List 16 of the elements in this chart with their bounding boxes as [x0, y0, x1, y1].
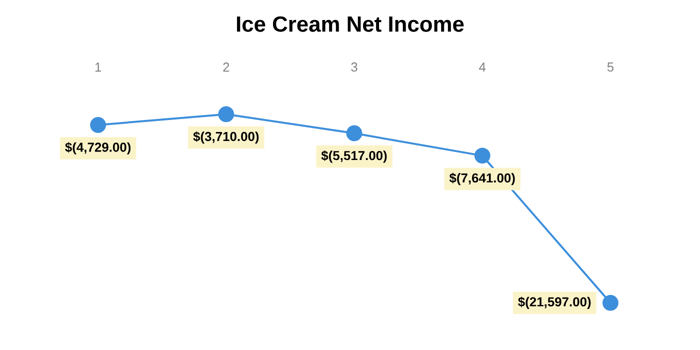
chart-title: Ice Cream Net Income: [236, 16, 464, 32]
point: [90, 117, 106, 133]
data-label: $(5,517.00): [321, 150, 387, 163]
data-label: $(21,597.00): [518, 296, 591, 309]
x-tick-label: 4: [479, 62, 486, 72]
data-label: $(7,641.00): [449, 172, 515, 186]
x-tick-label: 3: [351, 62, 358, 72]
data-label: $(3,710.00): [193, 131, 259, 144]
point: [218, 106, 234, 122]
x-tick-label: 2: [223, 62, 230, 72]
point: [346, 125, 362, 142]
point: [474, 148, 490, 164]
x-tick-label: 5: [607, 62, 614, 72]
x-tick-label: 1: [95, 62, 102, 72]
point: [602, 294, 618, 311]
data-label: $(4,729.00): [65, 142, 131, 154]
